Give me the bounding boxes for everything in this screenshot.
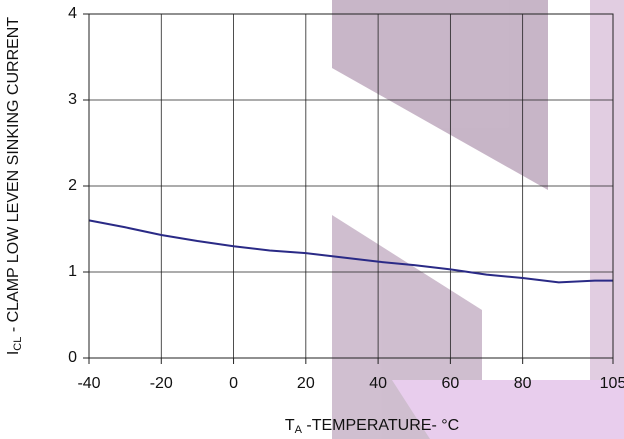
y-axis-label: ICL - CLAMP LOW LEVEN SINKING CURRENT xyxy=(5,17,24,356)
data-line xyxy=(88,219,613,284)
x-tick-label: 105 xyxy=(600,375,624,392)
x-tick-label: 60 xyxy=(441,375,459,392)
x-tick-label: 0 xyxy=(229,375,238,392)
y-tick-label: 1 xyxy=(68,263,77,280)
x-axis-label: TA -TEMPERATURE- °C xyxy=(285,417,459,436)
x-tick-label: 80 xyxy=(514,375,532,392)
y-tick-label: 4 xyxy=(68,5,77,22)
x-tick-label: 20 xyxy=(297,375,315,392)
x-tick-label: 40 xyxy=(369,375,387,392)
watermark xyxy=(332,0,624,439)
x-tick-label: -20 xyxy=(150,375,173,392)
y-tick-label: 3 xyxy=(68,91,77,108)
plot-frame xyxy=(88,13,614,359)
y-tick-label: 0 xyxy=(68,349,77,366)
y-tick-label: 2 xyxy=(68,177,77,194)
x-tick-label: -40 xyxy=(77,375,100,392)
